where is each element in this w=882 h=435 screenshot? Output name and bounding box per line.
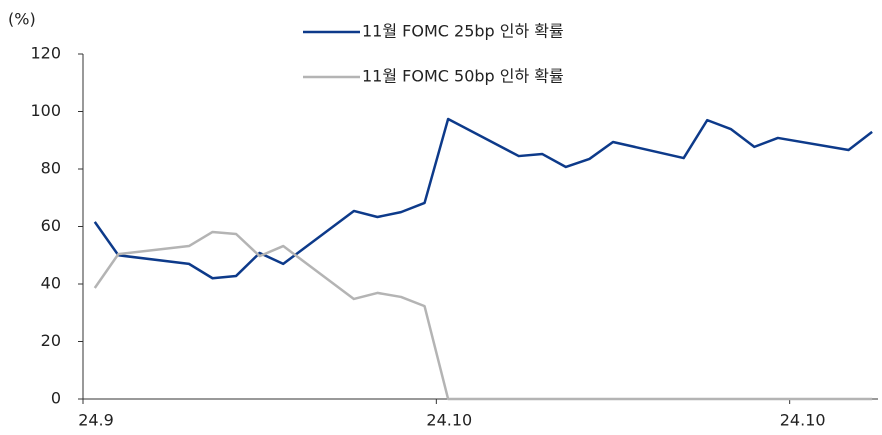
x-tick-label: 24.10 xyxy=(426,411,472,430)
line-series xyxy=(93,230,873,401)
legend-label: 11월 FOMC 25bp 인하 확률 xyxy=(362,22,564,41)
y-tick-label: 20 xyxy=(41,331,61,350)
y-tick-label: 40 xyxy=(41,274,61,293)
y-tick-label: 120 xyxy=(30,44,61,63)
y-tick-label: 80 xyxy=(41,159,61,178)
y-axis-label: (%) xyxy=(8,10,36,29)
x-tick-label: 24.10 xyxy=(780,411,826,430)
line-series xyxy=(93,117,873,280)
x-tick-label: 24.9 xyxy=(78,411,114,430)
y-tick-label: 100 xyxy=(30,101,61,120)
y-tick-label: 60 xyxy=(41,216,61,235)
y-tick-label: 0 xyxy=(51,389,61,408)
legend-label: 11월 FOMC 50bp 인하 확률 xyxy=(362,67,564,86)
